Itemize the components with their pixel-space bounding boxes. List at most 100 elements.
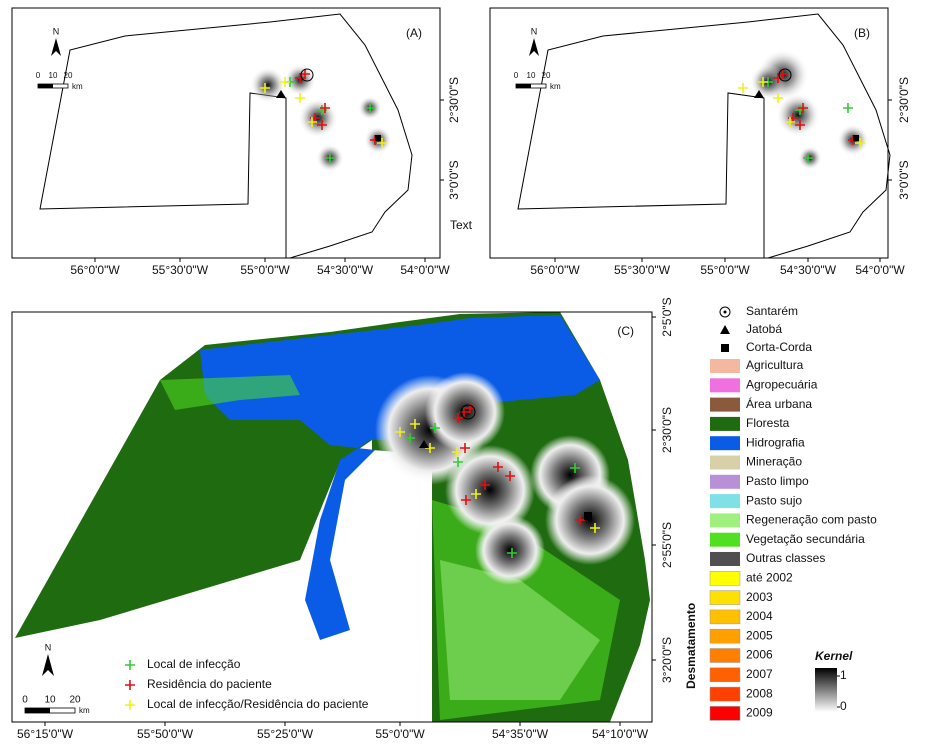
legend-swatch xyxy=(710,455,740,470)
legend-label: 2009 xyxy=(746,706,773,720)
scale-bar-fill xyxy=(516,84,531,88)
jatoba-marker xyxy=(419,440,429,448)
scale-label: 10 xyxy=(44,695,56,706)
legend-label: Mineração xyxy=(746,455,802,469)
scale-label: 10 xyxy=(49,71,58,80)
x-tick-label: 55°30'0"W xyxy=(614,263,671,277)
legend-label: 2006 xyxy=(746,648,773,662)
scale-unit: km xyxy=(79,706,90,715)
scale-label: 0 xyxy=(36,71,41,80)
case-marker xyxy=(460,443,470,453)
santarem-marker xyxy=(778,68,792,82)
legend-swatch xyxy=(710,378,740,393)
legend-swatch xyxy=(709,648,741,663)
legend-swatch xyxy=(709,590,741,605)
case-marker xyxy=(295,73,305,83)
scale-label: 20 xyxy=(69,695,81,706)
case-marker xyxy=(590,523,600,533)
scale-label: 0 xyxy=(22,695,28,706)
x-tick-label: 55°0'0"W xyxy=(240,263,290,277)
legend-label: Pasto sujo xyxy=(746,493,802,507)
y-tick-label: 3°0'0"S xyxy=(897,160,911,199)
jatoba-marker xyxy=(276,90,286,98)
case-marker xyxy=(430,423,440,433)
case-marker xyxy=(280,77,290,87)
case-marker xyxy=(395,427,405,437)
scale-label: 10 xyxy=(527,71,536,80)
legend-swatch xyxy=(709,686,741,702)
north-label: N xyxy=(53,26,60,36)
legend-label: Agricultura xyxy=(746,358,804,372)
legend-label: 2008 xyxy=(746,686,773,700)
legend-label: 2004 xyxy=(746,609,773,623)
case-marker xyxy=(410,419,420,429)
kernel-title: Kernel xyxy=(815,649,853,663)
scale-label: 0 xyxy=(514,71,519,80)
north-label: N xyxy=(531,26,538,36)
north-label: N xyxy=(45,642,52,652)
map-content: N 0 10 20 km xyxy=(36,13,413,259)
x-tick-label: 56°0'0"W xyxy=(70,263,120,277)
x-tick-label: 55°25'0"W xyxy=(257,727,314,741)
legend-label: Área urbana xyxy=(746,396,812,411)
point-legend-label: Local de infecção xyxy=(147,657,241,671)
map-panel: N 0 10 20 km (A) 56°0'0"W 55°30'0"W 55°0'0"W 54°3… xyxy=(11,7,473,277)
case-marker xyxy=(855,138,865,148)
kernel-hotspot xyxy=(445,445,535,535)
legend-label: Regeneração com pasto xyxy=(746,513,877,527)
legend-swatch xyxy=(710,436,740,451)
scale-unit: km xyxy=(550,82,561,91)
y-tick-label: 2°55'0"S xyxy=(660,522,674,568)
legend-label: Agropecuária xyxy=(746,377,818,391)
scale-bar-fill xyxy=(25,708,50,713)
santarem-symbol xyxy=(719,306,731,318)
deforestation-title: Desmatamento xyxy=(684,603,698,689)
case-marker xyxy=(453,457,463,467)
case-marker xyxy=(365,103,375,113)
x-tick-label: 54°30'0"W xyxy=(317,263,374,277)
x-tick-label: 54°10'0"W xyxy=(592,727,649,741)
kernel-hotspot xyxy=(475,515,545,585)
kernel-hotspot xyxy=(776,93,820,137)
x-tick-label: 55°50'0"W xyxy=(137,727,194,741)
panel-frame xyxy=(489,7,889,259)
case-marker xyxy=(493,462,503,472)
municipality-outline xyxy=(39,13,413,259)
x-tick-label: 54°0'0"W xyxy=(855,263,905,277)
legend-swatch xyxy=(710,532,740,547)
legend-label: Santarém xyxy=(746,304,798,318)
y-tick-label: 2°30'0"S xyxy=(447,77,461,123)
jatoba-symbol xyxy=(720,325,730,334)
legend-label: Corta-Corda xyxy=(746,340,812,354)
jatoba-marker xyxy=(754,90,764,98)
legend-label: Vegetação secundária xyxy=(746,532,865,546)
legend-swatch xyxy=(710,397,740,412)
municipality-outline xyxy=(517,13,891,259)
map-panel: N 0 10 20 km (B) 56°0'0"W 55°30'0"W 55°0'0"W 54°3… xyxy=(489,7,911,277)
panel-label: (B) xyxy=(854,26,870,40)
case-marker xyxy=(461,495,471,505)
case-marker xyxy=(452,447,462,457)
scale-label: 20 xyxy=(542,71,551,80)
legend: Santarém Jatobá Corta-Corda Agricultura Agro… xyxy=(684,304,877,721)
case-marker xyxy=(758,77,768,87)
santarem-dot xyxy=(723,310,727,314)
corta-corda-marker xyxy=(584,512,592,520)
case-marker xyxy=(471,489,481,499)
kernel-gradient xyxy=(815,668,837,712)
north-arrow xyxy=(51,38,61,56)
case-marker xyxy=(773,73,783,83)
legend-label: 2007 xyxy=(746,667,773,681)
case-marker xyxy=(125,660,135,670)
kernel-min-label: 0 xyxy=(840,699,847,713)
panel-frame xyxy=(11,7,441,259)
point-legend-label: Residência do paciente xyxy=(147,677,272,691)
legend-label: Floresta xyxy=(746,416,790,430)
x-tick-label: 54°0'0"W xyxy=(400,263,450,277)
case-marker xyxy=(377,138,387,148)
legend-swatch xyxy=(710,513,740,528)
panel-label: (C) xyxy=(617,324,634,338)
legend-label: 2005 xyxy=(746,628,773,642)
corta-corda-marker xyxy=(853,135,859,141)
